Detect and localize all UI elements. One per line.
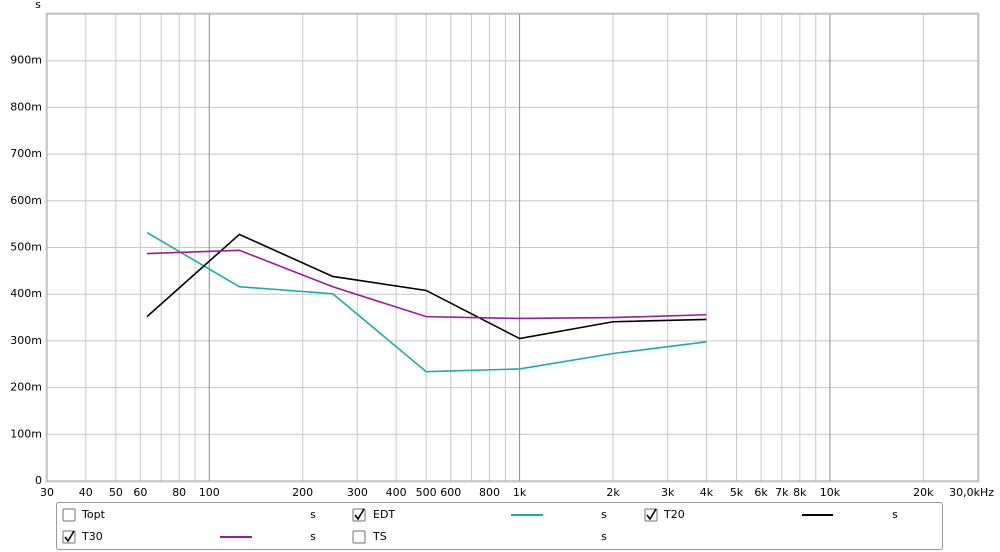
y-tick-label: 700m bbox=[10, 147, 42, 160]
y-tick-label: 0 bbox=[35, 474, 42, 487]
x-tick-label: 80 bbox=[172, 486, 186, 499]
legend-label: Topt bbox=[81, 508, 106, 521]
legend-unit: s bbox=[601, 508, 607, 521]
y-tick-label: 900m bbox=[10, 54, 42, 67]
x-tick-label: 1k bbox=[513, 486, 527, 499]
y-tick-label: 600m bbox=[10, 194, 42, 207]
y-tick-label: 300m bbox=[10, 334, 42, 347]
plot-border bbox=[46, 13, 979, 482]
x-tick-label: 3k bbox=[661, 486, 675, 499]
x-tick-label: 500 bbox=[416, 486, 437, 499]
legend-label: EDT bbox=[373, 508, 395, 521]
x-tick-label: 30,0kHz bbox=[949, 486, 994, 499]
x-tick-label: 300 bbox=[347, 486, 368, 499]
legend-unit: s bbox=[601, 530, 607, 543]
y-tick-label: 400m bbox=[10, 287, 42, 300]
legend-checkmark[interactable] bbox=[64, 530, 75, 543]
x-tick-label: 50 bbox=[109, 486, 123, 499]
x-tick-label: 600 bbox=[440, 486, 461, 499]
x-tick-label: 100 bbox=[199, 486, 220, 499]
y-axis-label: s bbox=[35, 0, 41, 11]
x-tick-label: 200 bbox=[292, 486, 313, 499]
y-tick-label: 800m bbox=[10, 100, 42, 113]
legend-checkbox[interactable] bbox=[62, 508, 76, 522]
x-tick-label: 30 bbox=[40, 486, 54, 499]
legend-checkmark[interactable] bbox=[354, 508, 365, 521]
series-line bbox=[146, 233, 707, 340]
legend-checkmark[interactable] bbox=[646, 508, 657, 521]
x-tick-label: 6k bbox=[754, 486, 768, 499]
legend-unit: s bbox=[892, 508, 898, 521]
y-tick-label: 200m bbox=[10, 381, 42, 394]
legend-unit: s bbox=[310, 508, 316, 521]
y-tick-label: 500m bbox=[10, 241, 42, 254]
y-tick-label: 100m bbox=[10, 427, 42, 440]
x-tick-label: 5k bbox=[730, 486, 744, 499]
x-tick-label: 10k bbox=[820, 486, 841, 499]
x-tick-label: 8k bbox=[793, 486, 807, 499]
x-tick-label: 40 bbox=[79, 486, 93, 499]
series-line bbox=[146, 249, 707, 320]
x-tick-label: 400 bbox=[386, 486, 407, 499]
x-tick-label: 7k bbox=[775, 486, 789, 499]
legend-label: T30 bbox=[81, 530, 103, 543]
legend-unit: s bbox=[310, 530, 316, 543]
legend-label: T20 bbox=[663, 508, 685, 521]
x-tick-label: 60 bbox=[133, 486, 147, 499]
x-tick-label: 800 bbox=[479, 486, 500, 499]
x-tick-label: 2k bbox=[606, 486, 620, 499]
x-tick-label: 4k bbox=[700, 486, 714, 499]
legend-checkbox[interactable] bbox=[352, 530, 366, 544]
legend-box bbox=[56, 502, 943, 550]
legend-label: TS bbox=[372, 530, 387, 543]
x-tick-label: 20k bbox=[913, 486, 934, 499]
series-line bbox=[146, 231, 707, 373]
